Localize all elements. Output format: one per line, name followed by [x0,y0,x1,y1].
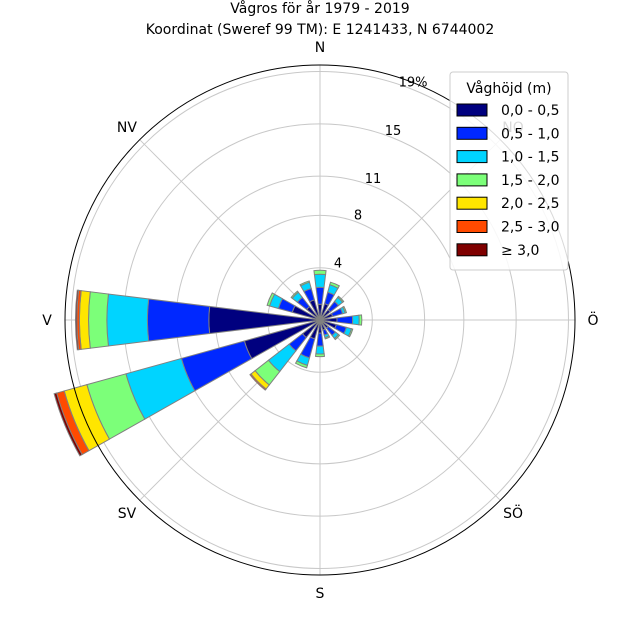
legend-swatch [456,220,488,233]
direction-label: NV [117,120,137,136]
radial-tick-label: 19% [399,75,428,90]
radial-tick-label: 4 [334,257,342,272]
wave-bar-segment [313,269,327,276]
wave-bar-segment [316,332,324,347]
legend-swatch [456,103,488,117]
legend-swatch [456,150,488,164]
wave-bar-segment [336,315,354,325]
wave-bar-segment [88,291,109,349]
legend-swatch [456,126,488,140]
legend-item-label: 2,5 - 3,0 [501,220,559,236]
radial-tick-label: 11 [365,172,382,187]
legend-title: Våghöjd (m) [466,80,551,97]
wave-bar-segment [249,373,267,391]
wave-bar-segment [337,295,345,303]
wave-bar-segment [294,360,309,369]
legend-swatch [456,243,488,257]
direction-label: Ö [587,311,598,329]
wave-bar-segment [314,353,326,358]
legend-box [449,71,569,271]
polar-frame [64,64,576,576]
direction-label: N [315,40,325,56]
legend-item-label: 2,0 - 2,5 [501,196,559,212]
radial-tick-label: 8 [354,208,362,223]
wave-bar-segment [324,335,331,340]
wave-bar-segment [78,290,91,350]
legend-item-label: 1,5 - 2,0 [501,173,559,189]
wave-bar-segment [342,305,348,314]
direction-label: SÖ [503,504,523,522]
legend: Våghöjd (m) 0,0 - 0,5 0,5 - 1,0 1,0 - 1,5 1,… [449,71,569,271]
legend-item-label: ≥ 3,0 [501,243,539,259]
chart-title: Vågros för år 1979 - 2019 [230,0,409,17]
wave-bar-segment [315,345,325,355]
grid-spoke [319,319,501,501]
direction-label: SV [118,506,137,522]
wave-bars [53,269,363,457]
legend-item-label: 0,5 - 1,0 [501,126,559,142]
radial-tick-label: 15 [385,124,402,139]
wave-bar-segment [299,280,311,287]
wave-bar-segment [53,392,83,457]
wave-bar-segment [266,292,276,307]
wave-bar-segment [106,293,150,347]
wave-bar-segment [290,290,299,299]
wave-bar-segment [347,328,354,338]
wave-bar-segment [146,298,211,342]
wave-bar-segment [313,273,327,289]
chart-subtitle: Koordinat (Sweref 99 TM): E 1241433, N 6… [146,22,495,38]
wave-bar-segment [315,286,325,305]
legend-item-label: 1,0 - 1,5 [501,150,559,166]
legend-swatch [456,196,488,210]
wave-bar-segment [333,333,341,341]
legend-item-label: 0,0 - 0,5 [501,103,559,119]
wave-bar-segment [329,281,340,289]
direction-label: V [42,313,52,329]
legend-swatch [456,173,488,187]
wave-bar-segment [351,314,360,326]
wave-bar-segment [75,289,80,351]
wave-bar-segment [358,314,363,326]
grid-spoke [139,139,321,321]
wave-bar-segment [180,340,253,392]
direction-label: S [316,586,325,602]
